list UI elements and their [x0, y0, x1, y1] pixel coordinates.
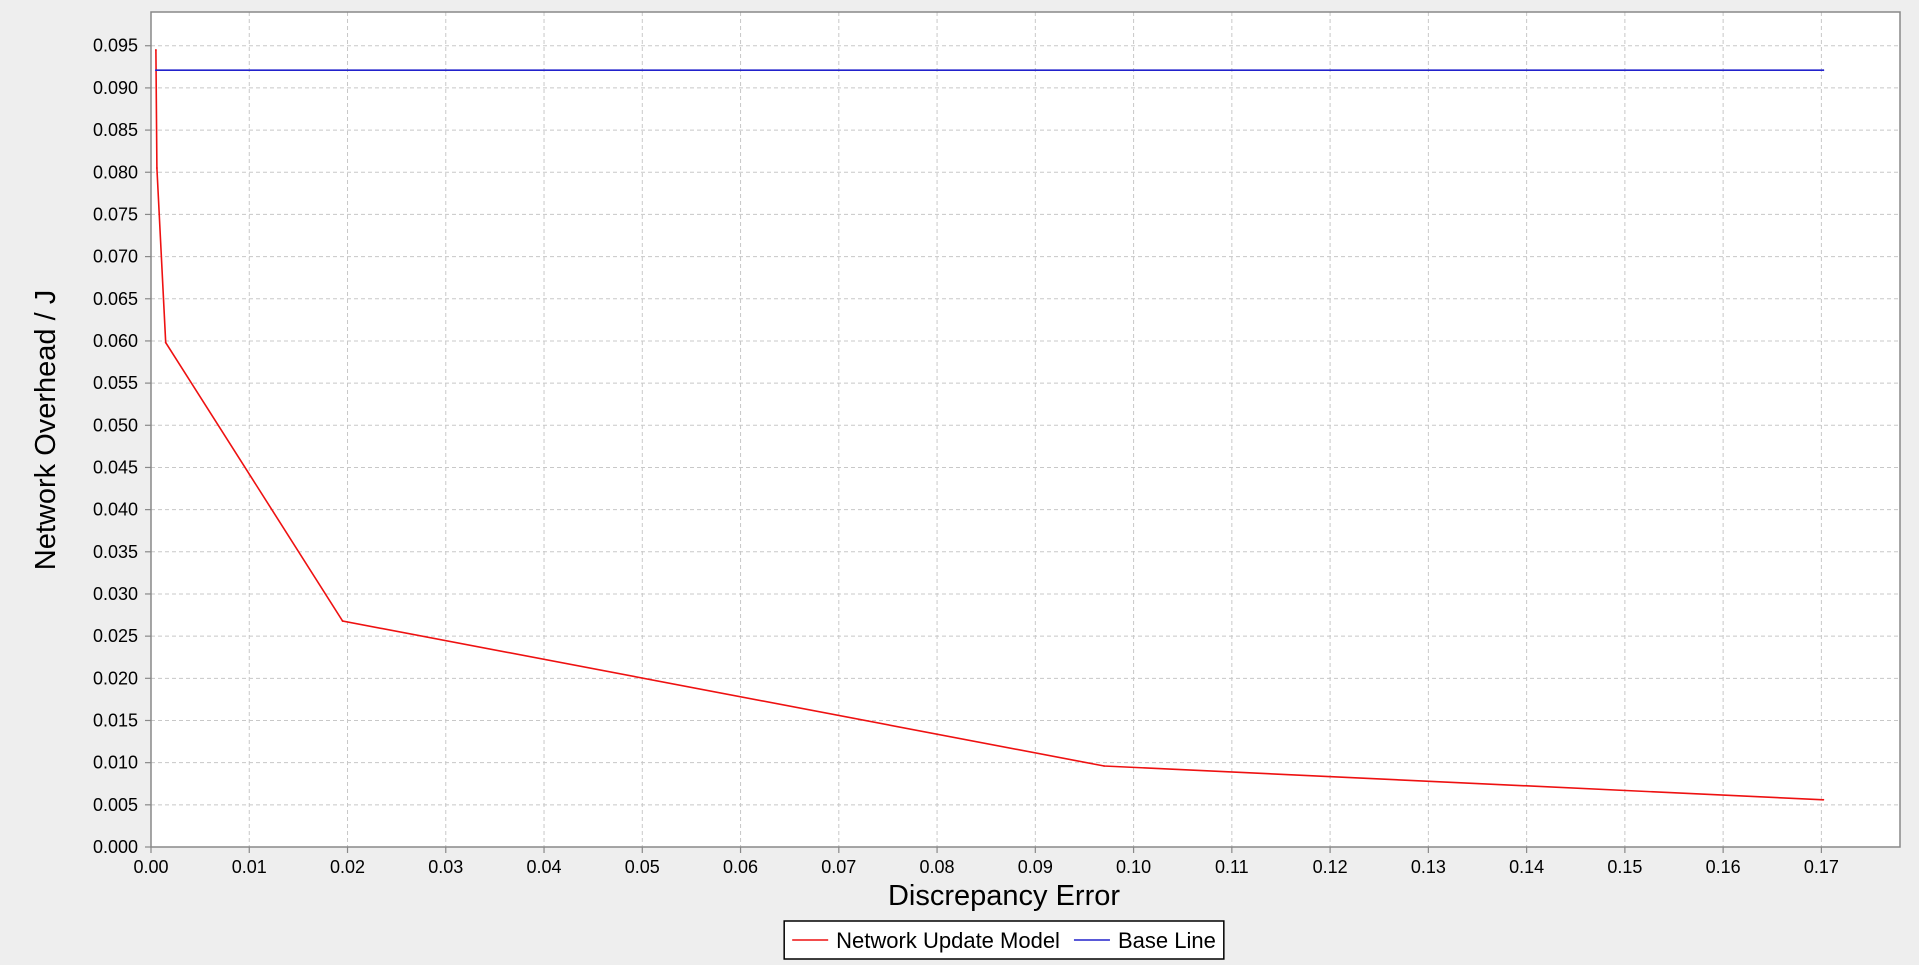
series-point-0: [155, 167, 158, 169]
series-point-0: [1822, 798, 1825, 801]
y-tick-label: 0.010: [93, 753, 138, 773]
x-tick-label: 0.12: [1313, 857, 1348, 877]
series-line-0: [155, 49, 1824, 801]
y-tick-label: 0.075: [93, 204, 138, 224]
x-tick-label: 0.05: [625, 857, 660, 877]
series-point-0: [155, 49, 157, 51]
x-tick-label: 0.14: [1509, 857, 1544, 877]
y-tick-label: 0.040: [93, 500, 138, 520]
y-tick-label: 0.080: [93, 162, 138, 182]
series-point-0: [164, 341, 167, 344]
x-tick-label: 0.02: [330, 857, 365, 877]
grid: [151, 12, 1900, 847]
plot-frame: [150, 11, 1901, 848]
x-tick-label: 0.09: [1018, 857, 1053, 877]
x-tick-label: 0.08: [920, 857, 955, 877]
x-tick-label: 0.16: [1706, 857, 1741, 877]
y-tick-label: 0.065: [93, 289, 138, 309]
y-tick-label: 0.000: [93, 837, 138, 857]
series-point-0: [341, 620, 344, 622]
y-axis: 0.000 0.005 0.010 0.015 0.020 0.025 0.030 0.035…: [93, 36, 151, 857]
y-tick-label: 0.090: [93, 78, 138, 98]
x-tick-label: 0.15: [1607, 857, 1642, 877]
y-tick-label: 0.085: [93, 120, 138, 140]
y-tick-label: 0.060: [93, 331, 138, 351]
x-axis-label: Discrepancy Error: [888, 880, 1120, 912]
y-tick-label: 0.045: [93, 457, 138, 477]
y-tick-label: 0.055: [93, 373, 138, 393]
y-tick-label: 0.070: [93, 247, 138, 267]
y-tick-label: 0.025: [93, 626, 138, 646]
x-tick-label: 0.17: [1804, 857, 1839, 877]
y-tick-label: 0.050: [93, 415, 138, 435]
y-tick-label: 0.005: [93, 795, 138, 815]
y-tick-label: 0.035: [93, 542, 138, 562]
x-tick-label: 0.11: [1215, 857, 1249, 877]
plot-background: [151, 12, 1900, 847]
x-tick-label: 0.00: [133, 857, 168, 877]
y-axis-label: Network Overhead / J: [30, 290, 62, 570]
series-point-1: [155, 69, 157, 72]
x-tick-label: 0.03: [428, 857, 463, 877]
series-layer: [155, 49, 1825, 801]
series-point-0: [1103, 765, 1106, 767]
legend-label-1: Base Line: [1118, 928, 1216, 953]
y-tick-label: 0.020: [93, 668, 138, 688]
y-tick-label: 0.030: [93, 584, 138, 604]
x-tick-label: 0.10: [1116, 857, 1151, 877]
x-tick-label: 0.04: [527, 857, 562, 877]
y-tick-label: 0.095: [93, 36, 138, 56]
x-tick-label: 0.01: [232, 857, 267, 877]
x-tick-label: 0.13: [1411, 857, 1446, 877]
x-axis: 0.00 0.01 0.02 0.03 0.04 0.05 0.06 0.07 0.08 0.09…: [133, 847, 1839, 877]
legend-label-0: Network Update Model: [836, 928, 1060, 953]
series-point-1: [1822, 69, 1825, 72]
x-tick-label: 0.06: [723, 857, 758, 877]
y-tick-label: 0.015: [93, 710, 138, 730]
legend: Network Update Model Base Line: [783, 920, 1225, 960]
legend-frame: [783, 920, 1225, 960]
x-tick-label: 0.07: [821, 857, 856, 877]
